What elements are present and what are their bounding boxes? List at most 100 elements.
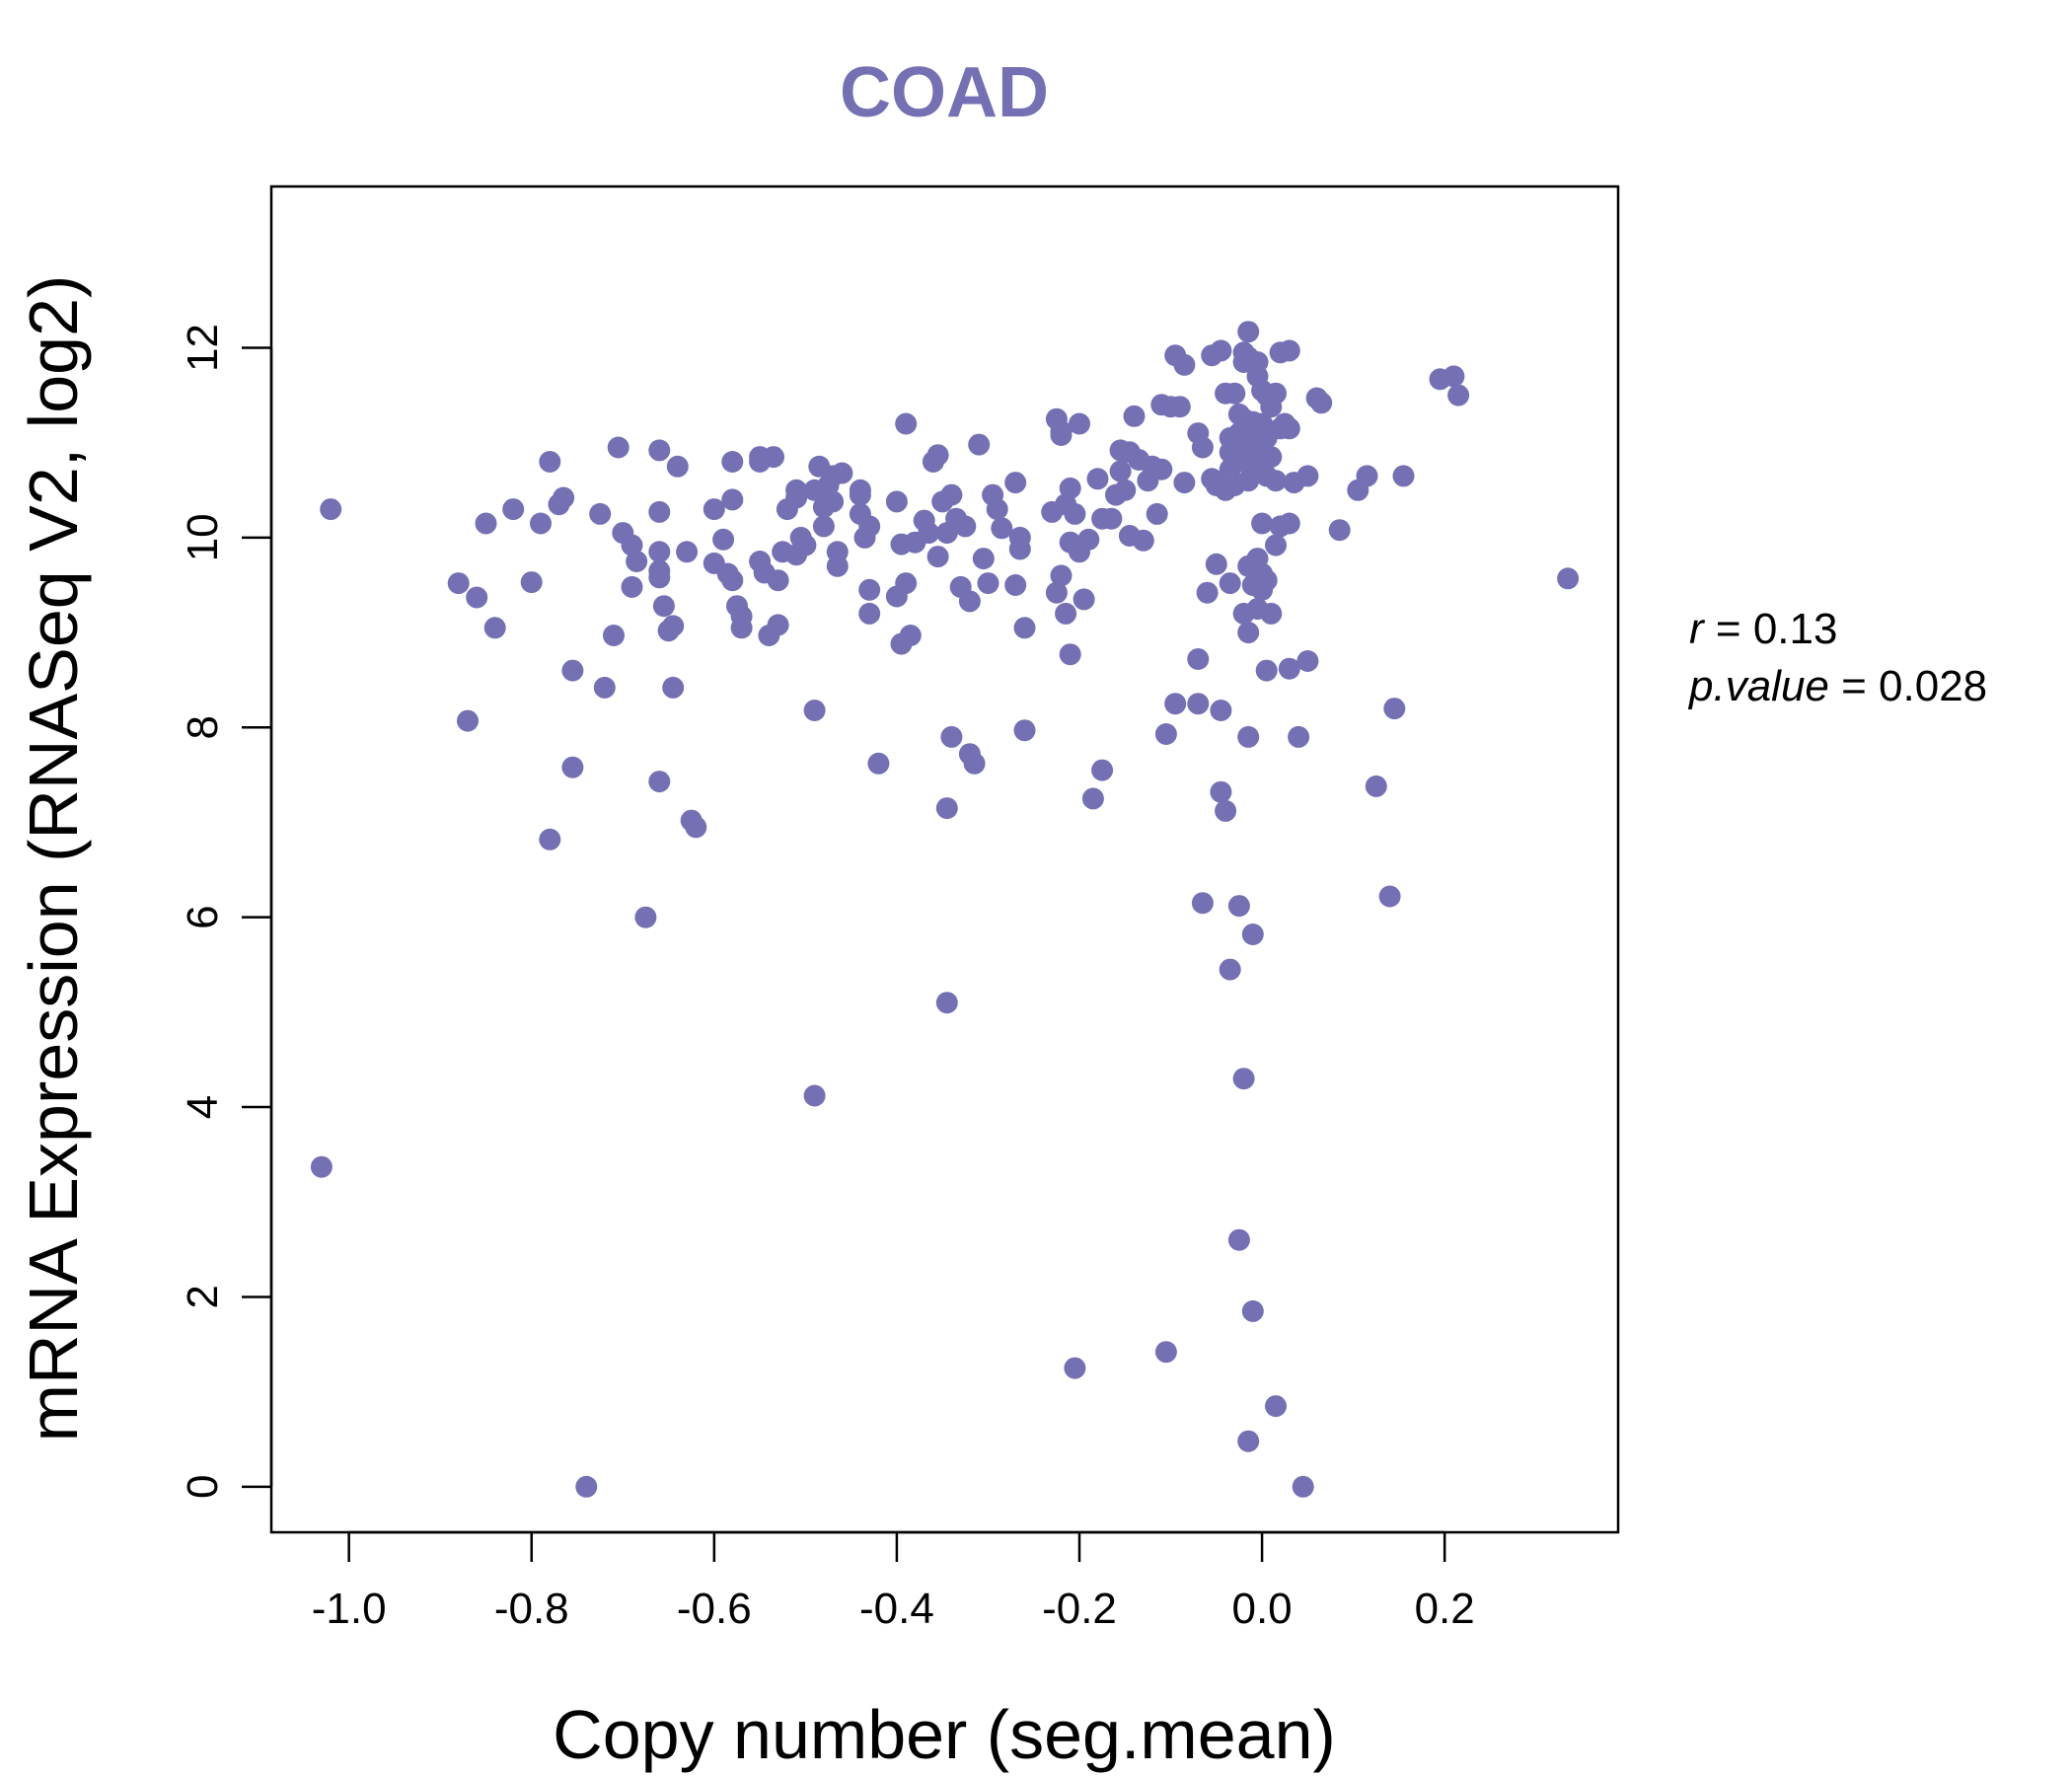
- data-point: [767, 569, 789, 592]
- data-point: [885, 490, 908, 513]
- data-point: [1191, 436, 1214, 459]
- data-point: [676, 541, 699, 563]
- data-point: [1077, 528, 1100, 551]
- x-tick-label: 0.0: [1231, 1585, 1292, 1633]
- data-point: [730, 617, 753, 639]
- data-point: [899, 625, 922, 646]
- data-point: [447, 572, 470, 595]
- data-point: [1288, 725, 1310, 748]
- data-point: [986, 498, 1008, 521]
- data-point: [1210, 700, 1232, 721]
- x-axis: -1.0 -0.8 -0.6 -0.4 -0.2 0.0 0.2: [312, 1530, 1475, 1633]
- data-point: [662, 676, 685, 699]
- data-point: [794, 534, 817, 556]
- data-point: [662, 615, 685, 637]
- data-point: [1392, 465, 1415, 487]
- data-point: [963, 752, 986, 775]
- data-point: [1164, 693, 1187, 715]
- p-value: 0.028: [1879, 662, 1987, 710]
- data-point: [1310, 392, 1333, 414]
- data-point: [1278, 657, 1300, 680]
- data-point: [1123, 405, 1146, 427]
- data-point: [685, 816, 707, 839]
- data-point: [1251, 512, 1274, 535]
- data-point: [483, 617, 506, 639]
- data-point: [603, 625, 625, 646]
- data-point: [1059, 643, 1081, 666]
- data-point: [1296, 650, 1319, 672]
- data-point: [666, 455, 689, 478]
- data-point: [1045, 581, 1068, 604]
- data-point: [858, 578, 881, 601]
- x-tick-label: -0.8: [494, 1585, 569, 1633]
- data-point: [1219, 958, 1241, 981]
- data-point: [648, 439, 671, 462]
- data-point: [954, 515, 977, 538]
- data-point: [1215, 799, 1237, 822]
- y-tick-label: 6: [179, 905, 227, 928]
- data-point: [703, 498, 725, 521]
- data-point: [593, 676, 616, 699]
- data-point: [940, 725, 963, 748]
- data-point: [803, 1084, 826, 1107]
- data-point: [767, 614, 789, 636]
- data-point: [648, 500, 671, 523]
- data-point: [935, 797, 958, 820]
- x-tick-label: -0.2: [1042, 1585, 1117, 1633]
- data-point: [1210, 780, 1232, 803]
- data-point: [1223, 382, 1246, 405]
- data-point: [1187, 648, 1210, 670]
- points-layer: [310, 321, 1580, 1498]
- data-point: [1265, 382, 1287, 405]
- data-point: [1109, 460, 1132, 482]
- y-tick-label: 4: [179, 1095, 227, 1119]
- data-point: [972, 548, 995, 570]
- y-tick-label: 12: [179, 324, 227, 372]
- data-point: [1237, 1430, 1260, 1452]
- data-point: [652, 595, 675, 618]
- data-point: [1227, 895, 1250, 918]
- x-tick-label: -1.0: [312, 1585, 387, 1633]
- data-point: [648, 566, 671, 589]
- data-point: [530, 512, 552, 535]
- data-point: [575, 1475, 598, 1498]
- data-point: [1187, 693, 1210, 715]
- data-point: [803, 700, 826, 721]
- data-point: [1328, 519, 1351, 542]
- chart-title: COAD: [840, 53, 1049, 132]
- data-point: [1278, 512, 1300, 535]
- data-point: [1265, 1395, 1287, 1418]
- data-point: [1292, 1475, 1314, 1498]
- data-point: [1219, 572, 1241, 595]
- x-tick-label: -0.6: [677, 1585, 752, 1633]
- p-label: p.value: [1687, 662, 1829, 710]
- data-point: [475, 512, 497, 535]
- data-point: [1278, 417, 1300, 440]
- data-point: [1557, 567, 1580, 590]
- data-point: [1013, 719, 1036, 742]
- data-point: [520, 571, 543, 594]
- data-point: [1265, 470, 1287, 492]
- data-point: [1255, 659, 1278, 682]
- data-point: [918, 522, 940, 545]
- data-point: [1050, 564, 1073, 587]
- data-point: [1260, 602, 1283, 625]
- data-point: [1008, 538, 1031, 560]
- y-axis-label: mRNA Expression (RNASeq V2, log2): [15, 275, 92, 1443]
- data-point: [1059, 477, 1081, 499]
- data-point: [867, 752, 890, 775]
- data-point: [831, 462, 853, 484]
- data-point: [1278, 339, 1300, 362]
- data-point: [1086, 468, 1109, 490]
- data-point: [958, 590, 981, 613]
- data-point: [1447, 384, 1470, 407]
- data-point: [1365, 775, 1387, 797]
- data-point: [1114, 479, 1137, 501]
- data-point: [1378, 885, 1401, 908]
- data-point: [991, 517, 1013, 540]
- data-point: [812, 515, 835, 538]
- data-point: [1356, 465, 1378, 487]
- data-point: [648, 771, 671, 793]
- data-point: [457, 709, 479, 732]
